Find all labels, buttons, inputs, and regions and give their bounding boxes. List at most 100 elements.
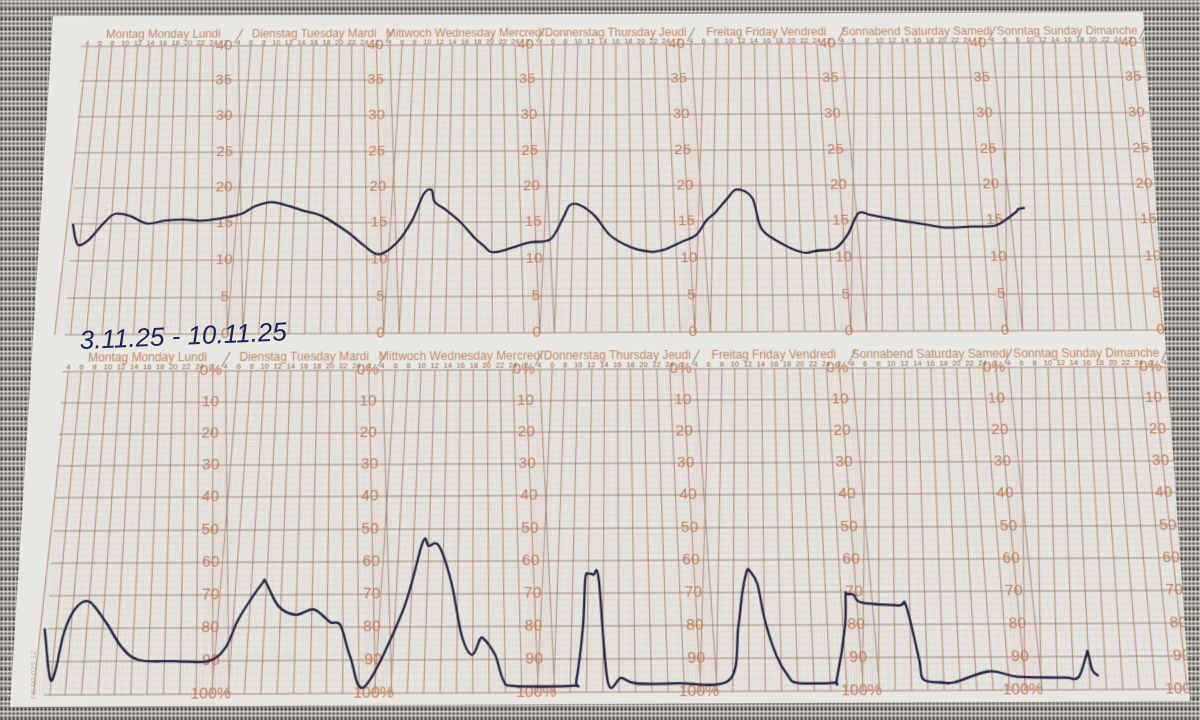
svg-text:12: 12 bbox=[1038, 36, 1046, 44]
svg-text:10: 10 bbox=[1026, 36, 1034, 44]
svg-text:20: 20 bbox=[830, 177, 847, 193]
svg-text:20: 20 bbox=[991, 421, 1009, 438]
svg-text:8: 8 bbox=[1032, 359, 1037, 368]
svg-text:20: 20 bbox=[637, 37, 645, 45]
svg-text:30: 30 bbox=[677, 454, 694, 472]
svg-text:30: 30 bbox=[368, 107, 385, 123]
svg-text:50: 50 bbox=[681, 519, 699, 537]
svg-text:4: 4 bbox=[840, 37, 844, 45]
svg-text:30: 30 bbox=[824, 106, 841, 122]
svg-text:20: 20 bbox=[523, 178, 540, 194]
svg-text:4: 4 bbox=[1006, 359, 1011, 368]
svg-text:24: 24 bbox=[1114, 36, 1123, 44]
svg-text:6: 6 bbox=[1019, 359, 1024, 368]
svg-text:25: 25 bbox=[521, 143, 538, 159]
svg-text:25: 25 bbox=[674, 142, 691, 158]
svg-text:4: 4 bbox=[236, 39, 240, 47]
svg-text:18: 18 bbox=[626, 361, 634, 370]
svg-text:12: 12 bbox=[436, 38, 444, 46]
svg-text:70: 70 bbox=[201, 586, 219, 604]
svg-text:10: 10 bbox=[731, 360, 740, 369]
svg-text:4: 4 bbox=[380, 362, 384, 371]
svg-text:90: 90 bbox=[1011, 647, 1029, 665]
svg-text:4: 4 bbox=[85, 40, 90, 48]
svg-text:50: 50 bbox=[840, 518, 858, 536]
svg-text:80: 80 bbox=[847, 615, 865, 633]
svg-text:14: 14 bbox=[913, 359, 922, 368]
svg-text:6: 6 bbox=[707, 360, 711, 369]
svg-text:10: 10 bbox=[574, 361, 582, 370]
svg-text:20: 20 bbox=[833, 422, 851, 439]
svg-text:8: 8 bbox=[1189, 358, 1190, 367]
svg-text:22: 22 bbox=[965, 359, 974, 368]
svg-text:16: 16 bbox=[456, 361, 464, 370]
svg-text:5: 5 bbox=[376, 288, 385, 305]
svg-text:4: 4 bbox=[223, 362, 228, 371]
svg-text:20: 20 bbox=[1135, 175, 1153, 191]
svg-text:24: 24 bbox=[509, 361, 517, 370]
svg-text:18: 18 bbox=[322, 39, 330, 47]
svg-text:0: 0 bbox=[689, 323, 698, 340]
svg-text:40: 40 bbox=[361, 487, 379, 505]
svg-text:10: 10 bbox=[725, 37, 733, 45]
svg-text:90: 90 bbox=[687, 649, 705, 667]
svg-text:5: 5 bbox=[220, 289, 229, 306]
svg-text:12: 12 bbox=[285, 39, 293, 47]
svg-text:16: 16 bbox=[613, 361, 621, 370]
svg-text:2: 2 bbox=[367, 362, 371, 371]
svg-text:6: 6 bbox=[852, 37, 856, 45]
svg-text:15: 15 bbox=[525, 213, 542, 230]
svg-text:4: 4 bbox=[694, 360, 698, 369]
svg-text:60: 60 bbox=[1002, 549, 1020, 567]
svg-text:2: 2 bbox=[993, 359, 998, 368]
svg-text:14: 14 bbox=[130, 363, 139, 372]
svg-text:12: 12 bbox=[737, 37, 745, 45]
svg-text:8: 8 bbox=[413, 38, 417, 46]
svg-text:20: 20 bbox=[952, 359, 961, 368]
svg-text:35: 35 bbox=[367, 72, 384, 88]
svg-text:12: 12 bbox=[587, 38, 595, 46]
svg-text:60: 60 bbox=[682, 551, 700, 569]
svg-text:16: 16 bbox=[1064, 36, 1073, 44]
svg-text:24: 24 bbox=[195, 363, 204, 372]
svg-text:18: 18 bbox=[775, 37, 783, 45]
svg-text:20: 20 bbox=[1148, 420, 1166, 437]
svg-text:40: 40 bbox=[679, 486, 696, 504]
svg-text:40: 40 bbox=[838, 485, 856, 503]
svg-text:30: 30 bbox=[521, 107, 538, 123]
svg-text:22: 22 bbox=[496, 361, 504, 370]
svg-text:14: 14 bbox=[757, 360, 766, 369]
svg-text:20: 20 bbox=[938, 36, 946, 44]
svg-text:12: 12 bbox=[117, 363, 126, 372]
svg-text:22: 22 bbox=[499, 38, 507, 46]
svg-text:35: 35 bbox=[519, 71, 536, 87]
svg-text:22: 22 bbox=[348, 39, 356, 47]
svg-text:4: 4 bbox=[538, 38, 542, 46]
svg-text:35: 35 bbox=[1124, 69, 1141, 85]
svg-text:22: 22 bbox=[339, 362, 348, 371]
svg-text:5: 5 bbox=[1152, 285, 1162, 302]
svg-text:12: 12 bbox=[587, 361, 595, 370]
svg-text:80: 80 bbox=[1169, 614, 1188, 632]
svg-text:20: 20 bbox=[787, 37, 795, 45]
svg-text:6: 6 bbox=[550, 361, 554, 370]
svg-text:12: 12 bbox=[134, 39, 142, 47]
svg-text:5: 5 bbox=[687, 287, 696, 304]
svg-text:70: 70 bbox=[845, 583, 863, 601]
svg-text:15: 15 bbox=[832, 212, 849, 229]
svg-text:8: 8 bbox=[563, 38, 567, 46]
svg-text:0: 0 bbox=[1000, 322, 1009, 339]
svg-text:10: 10 bbox=[202, 393, 220, 410]
svg-text:20: 20 bbox=[982, 176, 999, 192]
svg-text:Montag: Montag bbox=[1159, 25, 1190, 37]
svg-text:5: 5 bbox=[532, 287, 541, 304]
svg-text:24: 24 bbox=[665, 361, 673, 370]
svg-text:70: 70 bbox=[363, 585, 381, 603]
svg-text:16: 16 bbox=[461, 38, 469, 46]
svg-text:30: 30 bbox=[216, 108, 233, 124]
svg-text:8: 8 bbox=[563, 361, 567, 370]
svg-text:4: 4 bbox=[537, 361, 541, 370]
svg-text:2: 2 bbox=[1128, 36, 1133, 44]
svg-text:18: 18 bbox=[171, 39, 179, 47]
svg-text:60: 60 bbox=[362, 553, 380, 571]
